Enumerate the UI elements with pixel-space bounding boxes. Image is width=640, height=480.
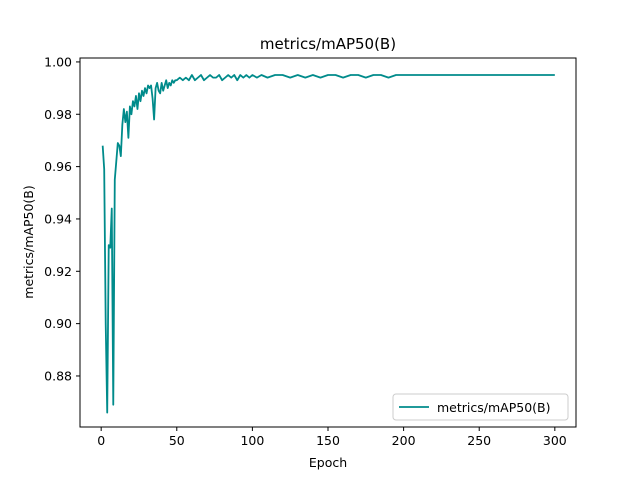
x-tick-label: 300 <box>543 433 567 448</box>
x-tick-label: 150 <box>316 433 340 448</box>
x-tick-label: 200 <box>392 433 416 448</box>
y-tick-label: 0.94 <box>44 211 72 226</box>
x-tick-label: 250 <box>467 433 491 448</box>
x-axis-ticks: 0 50 100 150 200 250 300 <box>97 427 567 448</box>
x-tick-label: 50 <box>169 433 185 448</box>
chart-title: metrics/mAP50(B) <box>260 35 396 53</box>
x-axis-label: Epoch <box>309 455 347 470</box>
y-tick-label: 0.96 <box>44 159 72 174</box>
y-tick-label: 0.92 <box>44 264 72 279</box>
legend-box <box>392 393 569 421</box>
legend-label: metrics/mAP50(B) <box>437 400 550 415</box>
y-tick-label: 1.00 <box>44 54 72 69</box>
x-tick-label: 0 <box>97 433 105 448</box>
series-layer <box>101 74 555 414</box>
y-tick-label: 0.90 <box>44 316 72 331</box>
x-tick-label: 100 <box>240 433 264 448</box>
y-tick-label: 0.98 <box>44 107 72 122</box>
y-axis-ticks: 0.88 0.90 0.92 0.94 0.96 0.98 1.00 <box>44 54 80 383</box>
series-line <box>101 74 555 414</box>
y-axis-label: metrics/mAP50(B) <box>21 185 36 298</box>
y-tick-label: 0.88 <box>44 368 72 383</box>
legend: metrics/mAP50(B) <box>392 393 569 421</box>
